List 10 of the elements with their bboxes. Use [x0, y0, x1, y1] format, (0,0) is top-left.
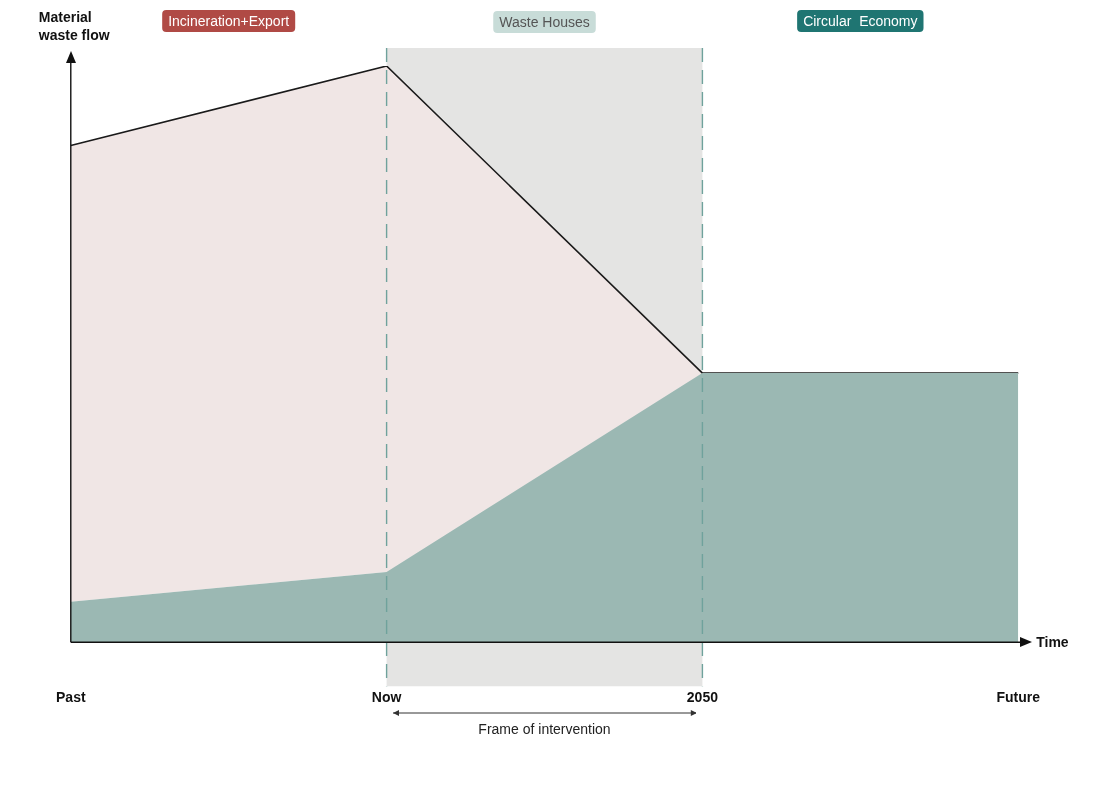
text: Incineration+Export — [168, 12, 290, 29]
x-tick-label: Future — [996, 689, 1041, 706]
text: Frame of intervention — [478, 721, 611, 738]
x-tick-label: 2050 — [686, 689, 719, 706]
y-axis-title: Material waste flow — [37, 8, 110, 43]
x-axis-title: Time — [1036, 634, 1069, 651]
text: Circular Economy — [803, 12, 918, 29]
x-tick-label: Now — [371, 689, 402, 706]
x-tick-label: Past — [56, 689, 86, 706]
band-label: Waste Houses — [499, 13, 590, 30]
